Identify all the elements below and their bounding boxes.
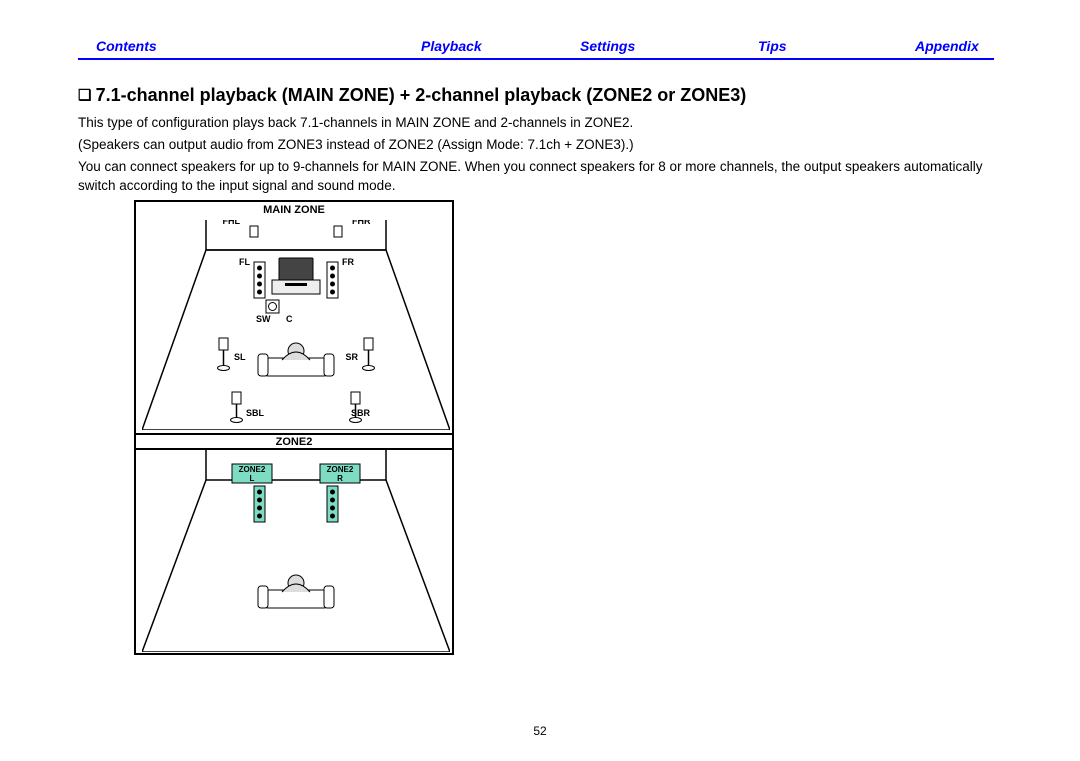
svg-text:SBL: SBL: [246, 408, 265, 418]
svg-text:FHL: FHL: [223, 220, 241, 226]
c-speaker: C: [286, 314, 293, 324]
svg-text:R: R: [337, 474, 343, 483]
nav-contents[interactable]: Contents: [96, 38, 157, 54]
speaker-diagram: MAIN ZONE FHL FHR FL: [134, 200, 454, 655]
svg-text:ZONE2: ZONE2: [327, 465, 354, 474]
body-p3: You can connect speakers for up to 9-cha…: [78, 158, 994, 194]
zone2-label: ZONE2: [136, 433, 452, 448]
svg-text:SBR: SBR: [351, 408, 371, 418]
nav-rule: [78, 58, 994, 60]
nav-tips[interactable]: Tips: [758, 38, 787, 54]
svg-text:ZONE2: ZONE2: [239, 465, 266, 474]
svg-text:L: L: [250, 474, 255, 483]
zone2-room: ZONE2 L ZONE2 R: [142, 450, 450, 652]
tv-icon: [272, 258, 320, 294]
svg-text:FL: FL: [239, 257, 250, 267]
fhr-speaker: FHR: [334, 220, 371, 237]
svg-text:FHR: FHR: [352, 220, 371, 226]
svg-text:FR: FR: [342, 257, 354, 267]
content-area: 7.1-channel playback (MAIN ZONE) + 2-cha…: [78, 85, 994, 195]
body-p2: (Speakers can output audio from ZONE3 in…: [78, 136, 994, 154]
nav-bar: Contents Playback Settings Tips Appendix: [0, 38, 1080, 58]
body-p1: This type of configuration plays back 7.…: [78, 114, 994, 132]
svg-text:C: C: [286, 314, 293, 324]
svg-text:SR: SR: [345, 352, 358, 362]
nav-settings[interactable]: Settings: [580, 38, 635, 54]
fhl-speaker: FHL: [223, 220, 259, 237]
main-zone-label: MAIN ZONE: [136, 204, 452, 216]
nav-appendix[interactable]: Appendix: [915, 38, 979, 54]
main-zone-room: FHL FHR FL FR SW: [142, 220, 450, 430]
svg-text:SW: SW: [256, 314, 271, 324]
section-title: 7.1-channel playback (MAIN ZONE) + 2-cha…: [78, 85, 994, 106]
page-number: 52: [0, 724, 1080, 738]
svg-text:SL: SL: [234, 352, 246, 362]
nav-playback[interactable]: Playback: [421, 38, 482, 54]
